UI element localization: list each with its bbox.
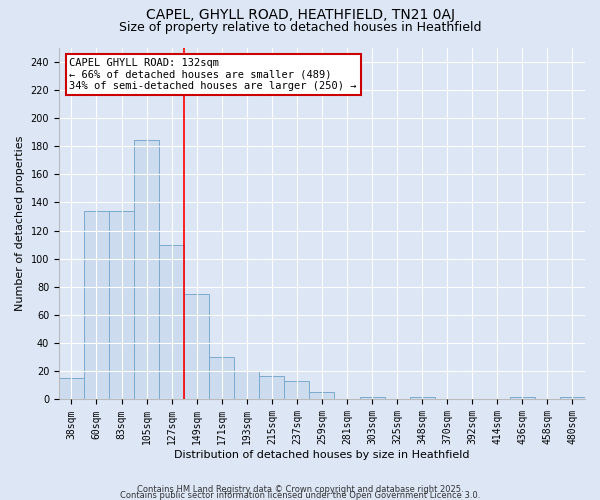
Bar <box>510 396 535 400</box>
Bar <box>209 357 234 400</box>
Text: Size of property relative to detached houses in Heathfield: Size of property relative to detached ho… <box>119 21 481 34</box>
Bar <box>284 381 310 400</box>
Y-axis label: Number of detached properties: Number of detached properties <box>15 136 25 311</box>
Text: Contains HM Land Registry data © Crown copyright and database right 2025.: Contains HM Land Registry data © Crown c… <box>137 485 463 494</box>
Bar <box>259 376 284 400</box>
Bar <box>159 244 184 400</box>
Text: Contains public sector information licensed under the Open Government Licence 3.: Contains public sector information licen… <box>120 491 480 500</box>
Bar <box>184 294 209 400</box>
Bar <box>134 140 159 400</box>
Bar <box>410 396 434 400</box>
Bar <box>359 396 385 400</box>
Bar <box>59 378 84 400</box>
Bar <box>109 211 134 400</box>
Bar <box>234 372 259 400</box>
Text: CAPEL, GHYLL ROAD, HEATHFIELD, TN21 0AJ: CAPEL, GHYLL ROAD, HEATHFIELD, TN21 0AJ <box>146 8 455 22</box>
X-axis label: Distribution of detached houses by size in Heathfield: Distribution of detached houses by size … <box>174 450 470 460</box>
Text: CAPEL GHYLL ROAD: 132sqm
← 66% of detached houses are smaller (489)
34% of semi-: CAPEL GHYLL ROAD: 132sqm ← 66% of detach… <box>70 58 357 92</box>
Bar <box>84 211 109 400</box>
Bar <box>310 392 334 400</box>
Bar <box>560 396 585 400</box>
